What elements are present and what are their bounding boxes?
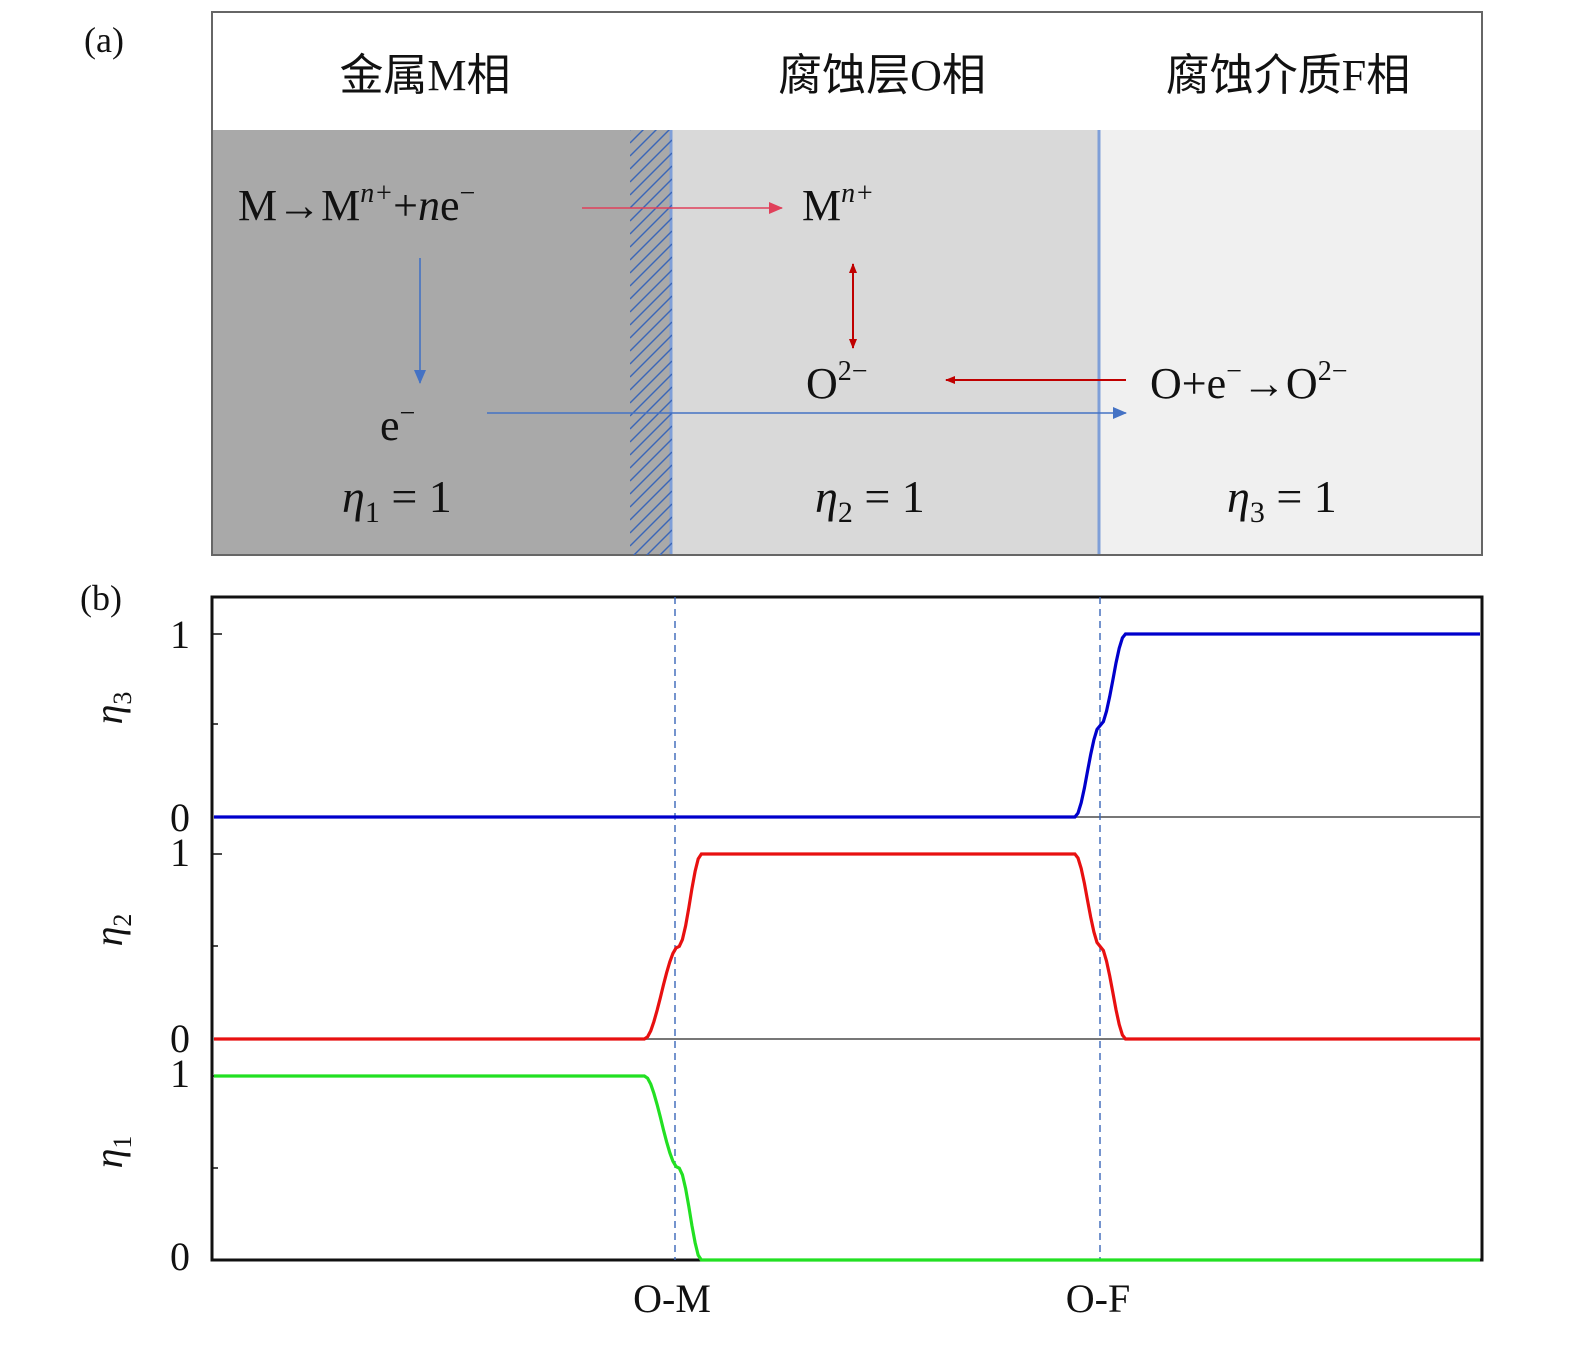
eta2-equals-label: η2 = 1: [815, 471, 925, 529]
header-medium-phase: 腐蚀介质F相: [1166, 51, 1410, 100]
eta3-tick-bottom: 0: [170, 795, 190, 840]
curve-eta1: [214, 1074, 1480, 1262]
curve-eta3: [214, 632, 1480, 819]
x-tick-om: O-M: [633, 1276, 711, 1321]
eta2-axis-label: η2: [86, 914, 137, 947]
electron-label: e−: [380, 398, 415, 450]
eta1-tick-top: 1: [170, 1051, 190, 1096]
header-oxide-phase: 腐蚀层O相: [778, 51, 986, 100]
oxygen-ion-label: O2−: [806, 356, 868, 408]
order-parameter-curves: [214, 632, 1480, 1262]
eta2-tick-top: 1: [170, 830, 190, 875]
eta3-equals-label: η3 = 1: [1227, 471, 1337, 529]
curve-eta2: [214, 852, 1480, 1041]
metal-phase-region: [213, 130, 671, 554]
order-parameter-plot: [210, 595, 1484, 1262]
panel-a-label: (a): [84, 20, 124, 60]
medium-phase-region: [1099, 130, 1481, 554]
eta1-equals-label: η1 = 1: [342, 471, 452, 529]
eta3-axis-label: η3: [86, 692, 137, 725]
panel-b-label: (b): [80, 578, 122, 618]
oxide-phase-region: [671, 130, 1099, 554]
phase-diagram: [211, 11, 1483, 556]
metal-oxidation-reaction: M→Mn++ne−: [238, 178, 475, 230]
interface-hatching: [630, 130, 672, 555]
eta1-axis-label: η1: [86, 1136, 137, 1169]
header-metal-phase: 金属M相: [339, 51, 510, 100]
plot-frame: [210, 595, 1484, 1262]
eta2-tick-bottom: 0: [170, 1016, 190, 1061]
x-tick-of: O-F: [1066, 1276, 1130, 1321]
eta1-tick-bottom: 0: [170, 1234, 190, 1279]
oxygen-reduction-reaction: O+e−→O2−: [1150, 356, 1348, 408]
eta3-tick-top: 1: [170, 612, 190, 657]
metal-ion-label: Mn+: [802, 178, 874, 230]
